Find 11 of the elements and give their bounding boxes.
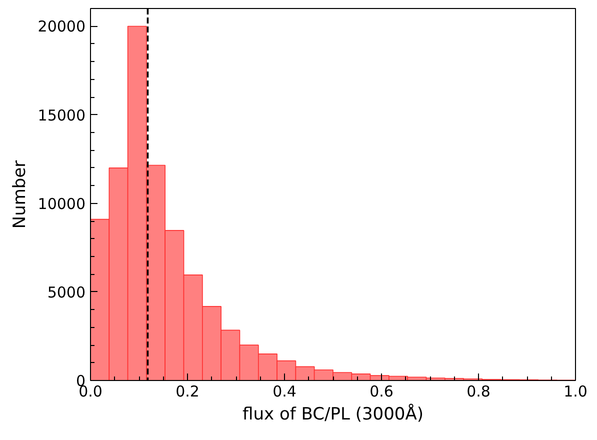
x-tick-label: 0.4 <box>272 382 296 400</box>
y-tick-label: 20000 <box>38 18 86 36</box>
y-axis-title: Number <box>10 160 30 229</box>
x-tick-label: 0.8 <box>466 382 490 400</box>
x-tick-label: 1.0 <box>564 382 588 400</box>
x-tick-label: 0.2 <box>176 382 200 400</box>
x-tick-label: 0.6 <box>370 382 394 400</box>
y-tick-label: 5000 <box>47 283 86 302</box>
y-tick-label: 10000 <box>38 194 86 213</box>
x-axis-title: flux of BC/PL (3000Å) <box>242 404 424 424</box>
y-tick-label: 15000 <box>38 106 86 124</box>
